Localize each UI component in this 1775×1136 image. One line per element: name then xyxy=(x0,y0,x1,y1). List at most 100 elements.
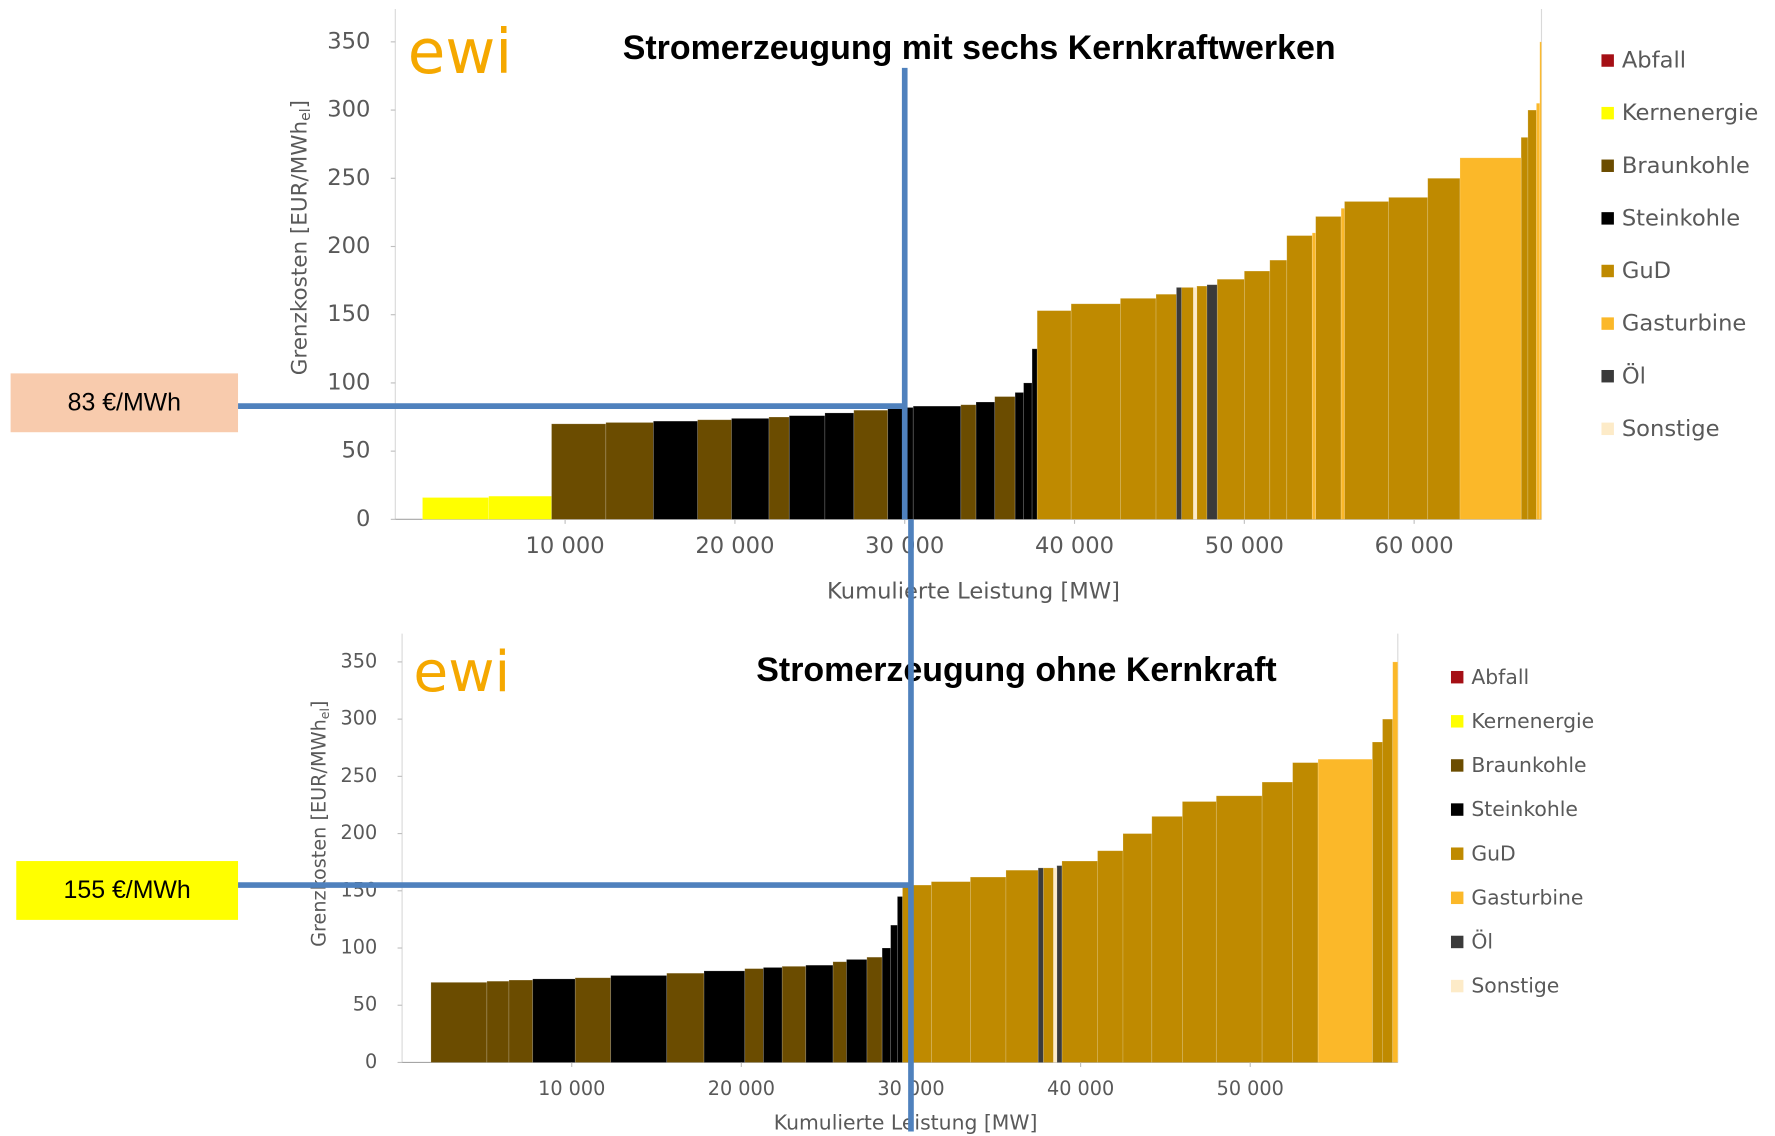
bar xyxy=(551,423,607,520)
bar xyxy=(846,959,868,1063)
y-tick-label: 150 xyxy=(327,301,370,327)
y-tick-label: 100 xyxy=(327,369,370,395)
bar xyxy=(1388,197,1429,520)
bar xyxy=(1182,801,1217,1063)
bar xyxy=(1344,201,1390,520)
bar xyxy=(1292,762,1319,1063)
bar xyxy=(430,982,488,1063)
x-axis-label: Kumulierte Leistung [MW] xyxy=(774,1111,1038,1135)
legend-swatch xyxy=(1450,803,1464,816)
bar xyxy=(824,412,855,520)
annotation-label: 83 €/MWh xyxy=(68,389,181,417)
bar xyxy=(1070,303,1121,520)
bar xyxy=(1181,287,1194,520)
legend-swatch xyxy=(1450,759,1464,772)
bar xyxy=(1392,661,1399,1063)
bar xyxy=(486,980,510,1063)
bar xyxy=(887,407,914,520)
legend-swatch xyxy=(1601,264,1614,278)
legend-swatch xyxy=(1450,935,1464,949)
bar xyxy=(1269,259,1288,520)
legend-label: Abfall xyxy=(1471,665,1529,689)
annotation-label: 155 €/MWh xyxy=(64,876,191,904)
legend-swatch xyxy=(1450,670,1464,684)
bar xyxy=(853,409,889,520)
bar xyxy=(897,896,903,1063)
bar xyxy=(610,975,668,1063)
bar xyxy=(1097,850,1124,1063)
legend-label: Gasturbine xyxy=(1471,885,1583,909)
chart-title: Stromerzeugung ohne Kernkraft xyxy=(756,651,1276,689)
x-tick-label: 50 000 xyxy=(1217,1077,1284,1100)
bar xyxy=(1122,833,1153,1063)
bar xyxy=(605,422,654,520)
legend-label: GuD xyxy=(1622,258,1671,284)
bar xyxy=(960,404,977,520)
bar xyxy=(1014,392,1024,520)
y-axis-label: Grenzkosten [EUR/MWhel] xyxy=(287,100,314,375)
bar xyxy=(1176,287,1182,520)
bar xyxy=(1520,137,1529,520)
legend-label: Kernenergie xyxy=(1622,100,1758,126)
bar xyxy=(1023,382,1033,520)
x-tick-label: 30 000 xyxy=(865,533,944,559)
bar xyxy=(788,415,826,520)
annotation-box xyxy=(10,373,239,433)
legend-label: Steinkohle xyxy=(1622,205,1740,231)
bar xyxy=(1459,157,1522,520)
legend-label: Öl xyxy=(1622,361,1646,389)
y-axis-label-sub: el xyxy=(317,708,332,719)
y-tick-label: 200 xyxy=(327,233,370,259)
y-tick-label: 350 xyxy=(327,28,370,54)
legend-label: GuD xyxy=(1471,841,1515,865)
legend-swatch xyxy=(1450,847,1464,860)
bar xyxy=(1155,293,1177,520)
bar xyxy=(1527,109,1537,520)
bar xyxy=(1056,865,1063,1063)
y-tick-label: 50 xyxy=(342,438,371,464)
bar xyxy=(488,495,552,520)
legend-label: Öl xyxy=(1471,929,1493,954)
bar xyxy=(1317,758,1373,1063)
bar xyxy=(1340,207,1345,520)
bar xyxy=(422,497,490,520)
legend-swatch xyxy=(1601,159,1614,172)
bar xyxy=(1031,348,1038,520)
y-tick-label: 300 xyxy=(341,707,378,730)
bar xyxy=(975,401,996,520)
bar xyxy=(1539,41,1542,520)
bar xyxy=(1311,232,1316,520)
bar xyxy=(653,420,698,520)
legend-swatch xyxy=(1601,54,1614,67)
chart-title: Stromerzeugung mit sechs Kernkraftwerken xyxy=(623,29,1336,67)
legend-label: Kernenergie xyxy=(1471,709,1594,733)
x-tick-label: 40 000 xyxy=(1047,1077,1114,1100)
y-tick-label: 300 xyxy=(327,97,370,123)
bar xyxy=(574,977,612,1063)
bar xyxy=(1315,216,1342,520)
bar xyxy=(1216,278,1245,520)
bar xyxy=(703,970,746,1063)
logo: ewi xyxy=(408,17,513,88)
bar xyxy=(902,884,932,1063)
legend-label: Braunkohle xyxy=(1622,153,1750,179)
bar xyxy=(1261,781,1293,1063)
x-tick-label: 60 000 xyxy=(1375,533,1454,559)
bar xyxy=(731,418,770,520)
bar xyxy=(1193,287,1198,520)
bar xyxy=(1005,869,1039,1063)
bar xyxy=(1382,718,1394,1063)
y-axis-label-close: ] xyxy=(287,100,312,108)
bar xyxy=(1286,235,1313,520)
bar xyxy=(744,968,764,1063)
y-tick-label: 0 xyxy=(356,506,370,532)
legend-label: Steinkohle xyxy=(1471,797,1578,821)
bar xyxy=(508,979,534,1063)
bar xyxy=(994,396,1016,520)
x-axis-label: Kumulierte Leistung [MW] xyxy=(827,578,1120,604)
y-tick-label: 250 xyxy=(327,165,370,191)
y-tick-label: 0 xyxy=(365,1050,377,1073)
bar xyxy=(1427,177,1461,520)
logo: ewi xyxy=(413,639,510,705)
